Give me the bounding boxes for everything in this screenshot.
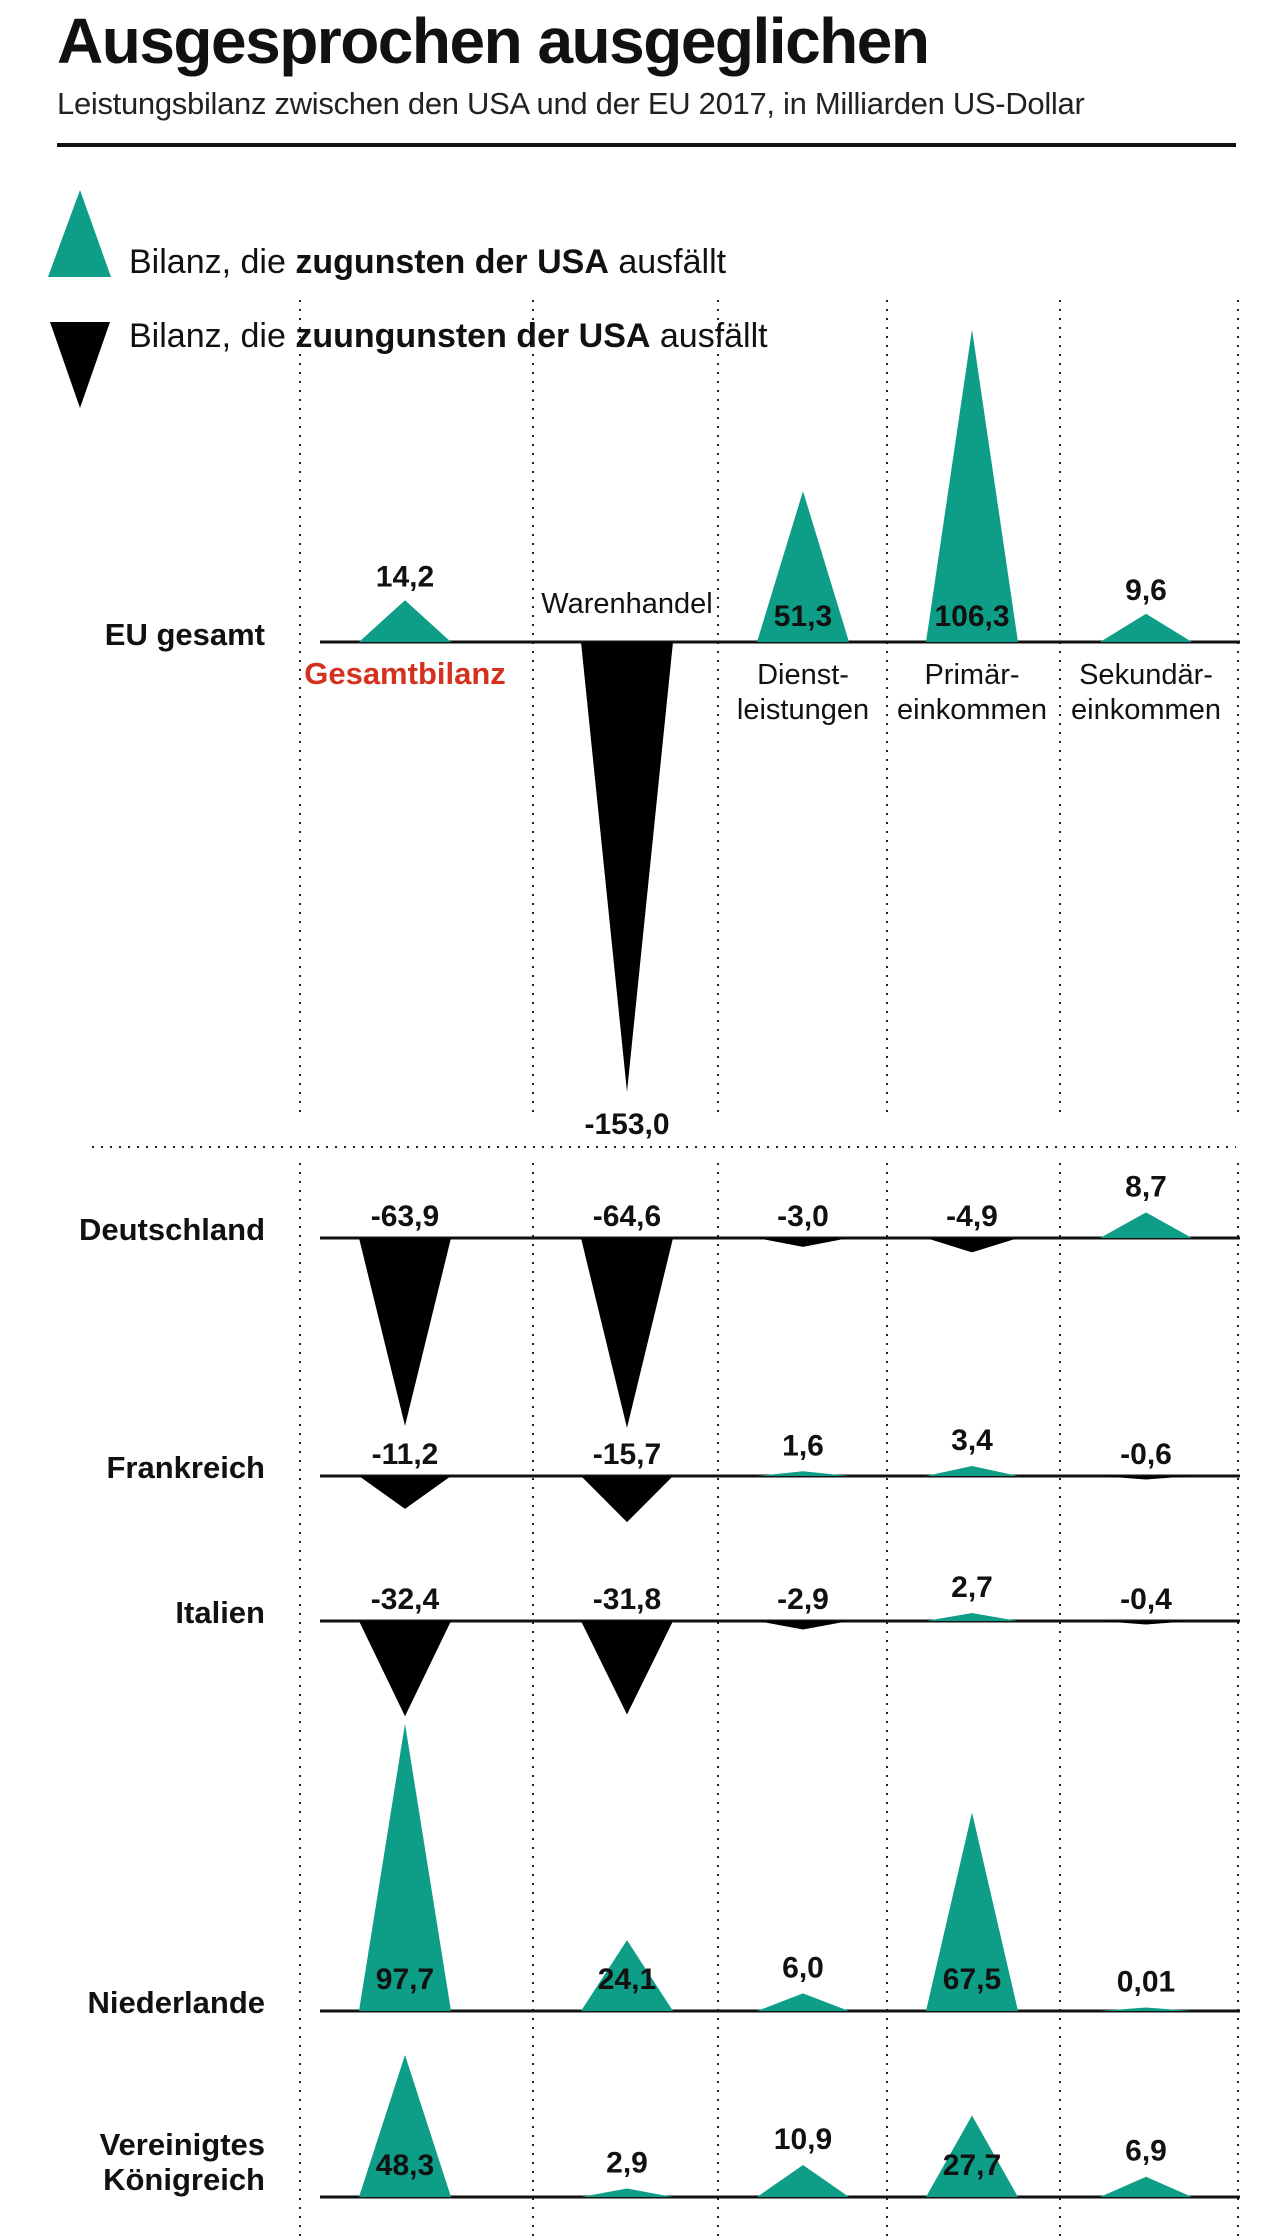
bar-vereinigtes-koenigreich-primaereinkommen bbox=[926, 2115, 1018, 2197]
bar-frankreich-dienstleistungen bbox=[757, 1471, 849, 1476]
value-label-italien-sekundaereinkommen: -0,4 bbox=[1120, 1583, 1172, 1616]
bar-eu-gesamt-dienstleistungen bbox=[757, 491, 849, 642]
row-label-frankreich: Frankreich bbox=[106, 1450, 265, 1485]
value-label-vereinigtes-koenigreich-sekundaereinkommen: 6,9 bbox=[1125, 2135, 1167, 2168]
value-label-italien-primaereinkommen: 2,7 bbox=[951, 1571, 993, 1604]
value-label-eu-gesamt-sekundaereinkommen: 9,6 bbox=[1125, 574, 1167, 607]
value-label-deutschland-warenhandel: -64,6 bbox=[593, 1200, 661, 1233]
row-label-italien: Italien bbox=[175, 1595, 265, 1630]
bar-deutschland-gesamtbilanz bbox=[359, 1238, 451, 1426]
value-label-eu-gesamt-gesamtbilanz: 14,2 bbox=[376, 560, 434, 593]
plot-area: EU gesamt 14,2 -153,0 51,3 106,3 9,6 Deutschla… bbox=[79, 329, 1240, 2199]
legend-negative-prefix: Bilanz, die bbox=[129, 317, 295, 355]
legend: Bilanz, die zugunsten der USA ausfällt B… bbox=[48, 190, 768, 408]
bar-frankreich-primaereinkommen bbox=[926, 1466, 1018, 1476]
bar-frankreich-sekundaereinkommen bbox=[1100, 1476, 1192, 1480]
category-label-primaereinkommen: einkommen bbox=[897, 694, 1047, 726]
bar-italien-warenhandel bbox=[581, 1621, 673, 1715]
bar-vereinigtes-koenigreich-gesamtbilanz bbox=[359, 2054, 451, 2197]
legend-positive-label: Bilanz, die zugunsten der USA ausfällt bbox=[129, 243, 727, 281]
value-label-eu-gesamt-primaereinkommen: 106,3 bbox=[934, 600, 1009, 633]
value-label-frankreich-warenhandel: -15,7 bbox=[593, 1438, 661, 1471]
value-label-italien-warenhandel: -31,8 bbox=[593, 1583, 661, 1616]
category-label-warenhandel: Warenhandel bbox=[541, 588, 712, 620]
bar-deutschland-dienstleistungen bbox=[757, 1238, 849, 1247]
value-label-deutschland-dienstleistungen: -3,0 bbox=[777, 1200, 829, 1233]
category-label-sekundaereinkommen: Sekundär- bbox=[1079, 659, 1213, 691]
row-label-vereinigtes-koenigreich: Vereinigtes bbox=[100, 2127, 265, 2162]
value-label-vereinigtes-koenigreich-primaereinkommen: 27,7 bbox=[943, 2149, 1001, 2182]
value-label-eu-gesamt-dienstleistungen: 51,3 bbox=[774, 600, 832, 633]
bar-italien-gesamtbilanz bbox=[359, 1621, 451, 1717]
chart-title: Ausgesprochen ausgeglichen bbox=[57, 5, 930, 77]
bar-niederlande-primaereinkommen bbox=[926, 1812, 1018, 2011]
value-label-deutschland-primaereinkommen: -4,9 bbox=[946, 1200, 998, 1233]
value-label-frankreich-gesamtbilanz: -11,2 bbox=[372, 1438, 439, 1471]
bar-italien-primaereinkommen bbox=[926, 1613, 1018, 1621]
value-label-frankreich-primaereinkommen: 3,4 bbox=[951, 1424, 993, 1457]
value-label-vereinigtes-koenigreich-warenhandel: 2,9 bbox=[606, 2146, 648, 2179]
value-label-niederlande-primaereinkommen: 67,5 bbox=[943, 1963, 1001, 1996]
bar-eu-gesamt-gesamtbilanz bbox=[359, 600, 451, 642]
bar-italien-sekundaereinkommen bbox=[1100, 1621, 1192, 1625]
value-label-frankreich-dienstleistungen: 1,6 bbox=[782, 1429, 824, 1462]
bar-deutschland-primaereinkommen bbox=[926, 1238, 1018, 1253]
bar-niederlande-sekundaereinkommen bbox=[1100, 2007, 1192, 2011]
value-label-niederlande-warenhandel: 24,1 bbox=[598, 1963, 656, 1996]
title-divider bbox=[57, 143, 1236, 147]
row-label-deutschland: Deutschland bbox=[79, 1212, 265, 1247]
value-label-italien-gesamtbilanz: -32,4 bbox=[371, 1583, 440, 1616]
legend-positive-suffix: ausfällt bbox=[609, 243, 727, 281]
column-dividers bbox=[92, 300, 1239, 2237]
legend-positive-bold: zugunsten der USA bbox=[295, 243, 609, 281]
chart-subtitle: Leistungsbilanz zwischen den USA und der… bbox=[57, 86, 1085, 121]
value-label-niederlande-gesamtbilanz: 97,7 bbox=[376, 1963, 434, 1996]
row-label-vereinigtes-koenigreich: Königreich bbox=[103, 2162, 265, 2197]
bar-vereinigtes-koenigreich-sekundaereinkommen bbox=[1100, 2176, 1192, 2197]
category-label-sekundaereinkommen: einkommen bbox=[1071, 694, 1221, 726]
value-label-deutschland-gesamtbilanz: -63,9 bbox=[371, 1200, 439, 1233]
bar-vereinigtes-koenigreich-dienstleistungen bbox=[757, 2164, 849, 2197]
category-label-primaereinkommen: Primär- bbox=[924, 659, 1019, 691]
bar-eu-gesamt-warenhandel bbox=[581, 642, 673, 1092]
category-label-dienstleistungen: leistungen bbox=[737, 694, 869, 726]
value-label-eu-gesamt-warenhandel: -153,0 bbox=[584, 1108, 669, 1141]
category-label-gesamtbilanz: Gesamtbilanz bbox=[304, 656, 506, 691]
legend-negative-bold: zuungunsten der USA bbox=[295, 317, 650, 355]
bar-frankreich-gesamtbilanz bbox=[359, 1476, 451, 1509]
bar-niederlande-warenhandel bbox=[581, 1940, 673, 2011]
value-label-italien-dienstleistungen: -2,9 bbox=[777, 1583, 829, 1616]
legend-positive-triangle bbox=[48, 190, 111, 277]
legend-negative-label: Bilanz, die zuungunsten der USA ausfällt bbox=[129, 317, 768, 355]
bar-deutschland-warenhandel bbox=[581, 1238, 673, 1428]
bar-italien-dienstleistungen bbox=[757, 1621, 849, 1630]
bar-deutschland-sekundaereinkommen bbox=[1100, 1212, 1192, 1238]
value-label-niederlande-dienstleistungen: 6,0 bbox=[782, 1951, 824, 1984]
bar-eu-gesamt-sekundaereinkommen bbox=[1100, 613, 1192, 642]
row-label-niederlande: Niederlande bbox=[88, 1985, 265, 2020]
value-label-vereinigtes-koenigreich-gesamtbilanz: 48,3 bbox=[376, 2149, 434, 2182]
value-label-vereinigtes-koenigreich-dienstleistungen: 10,9 bbox=[774, 2123, 832, 2156]
category-label-dienstleistungen: Dienst- bbox=[757, 659, 849, 691]
row-label-eu-gesamt: EU gesamt bbox=[105, 617, 265, 652]
value-label-niederlande-sekundaereinkommen: 0,01 bbox=[1117, 1966, 1175, 1999]
bar-niederlande-dienstleistungen bbox=[757, 1993, 849, 2011]
bar-eu-gesamt-primaereinkommen bbox=[926, 329, 1018, 642]
legend-positive-prefix: Bilanz, die bbox=[129, 243, 295, 281]
bar-frankreich-warenhandel bbox=[581, 1476, 673, 1523]
bar-niederlande-gesamtbilanz bbox=[359, 1723, 451, 2011]
value-label-frankreich-sekundaereinkommen: -0,6 bbox=[1120, 1438, 1172, 1471]
legend-negative-triangle bbox=[50, 322, 110, 408]
value-label-deutschland-sekundaereinkommen: 8,7 bbox=[1125, 1170, 1167, 1203]
legend-negative-suffix: ausfällt bbox=[650, 317, 768, 355]
bar-vereinigtes-koenigreich-warenhandel bbox=[581, 2188, 673, 2197]
